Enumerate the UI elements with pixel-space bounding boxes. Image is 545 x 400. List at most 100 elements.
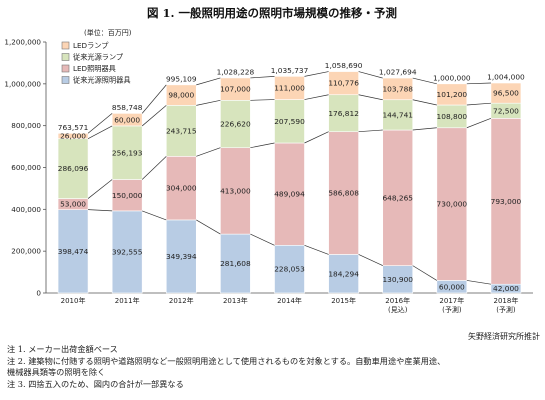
connector-line <box>196 99 221 106</box>
data-label: 256,193 <box>112 148 143 157</box>
connector-line <box>466 102 491 106</box>
legend-label: 従来光源ランプ <box>73 53 124 62</box>
x-tick-label: 2017年 <box>439 296 464 305</box>
connector-line <box>412 77 437 85</box>
data-label: 60,000 <box>114 115 140 124</box>
connector-line <box>250 99 275 101</box>
bar-segment <box>57 132 89 140</box>
bar-segment <box>436 127 468 281</box>
connector-line <box>88 209 113 212</box>
data-label: 108,800 <box>437 112 468 121</box>
data-label: 281,608 <box>220 259 251 268</box>
connector-line <box>250 76 275 79</box>
x-tick-label: (予測) <box>442 305 462 314</box>
data-label: 586,808 <box>328 189 359 198</box>
data-label: 207,590 <box>274 117 305 126</box>
x-tick-label: (予測) <box>496 305 516 314</box>
data-label: 398,474 <box>58 247 89 256</box>
total-label: 1,058,690 <box>325 61 363 70</box>
bar-segment <box>328 94 359 133</box>
data-label: 176,812 <box>328 109 359 118</box>
connector-line <box>412 127 437 131</box>
x-tick-label: 2013年 <box>223 296 248 305</box>
bar-segment <box>111 210 143 294</box>
bar-segment <box>274 76 305 100</box>
y-tick-label: 400,000 <box>11 205 41 214</box>
connector-line <box>141 84 167 114</box>
bar-segment <box>111 113 143 127</box>
data-label: 130,900 <box>382 275 413 284</box>
connector-line <box>358 71 383 79</box>
bar-segment <box>111 179 143 212</box>
connector-lines <box>87 71 492 285</box>
x-tick-label: 2018年 <box>494 296 519 305</box>
legend-swatch <box>61 76 70 84</box>
data-label: 144,741 <box>382 110 413 119</box>
bar-segment <box>111 125 143 180</box>
data-label: 243,715 <box>166 126 197 135</box>
axes: 0 200,000 400,000 600,000 800,000 1,000,000 1,… <box>4 38 533 314</box>
data-label: 110,776 <box>328 79 359 88</box>
data-label: 304,000 <box>166 184 197 193</box>
connector-line <box>358 129 383 133</box>
bar-segment <box>274 244 305 294</box>
bar-segment <box>165 105 197 157</box>
bar-segment <box>382 265 414 294</box>
connector-line <box>412 99 437 106</box>
bar-segment <box>57 209 89 294</box>
total-label: 1,027,694 <box>379 68 417 77</box>
x-tick-label: 2010年 <box>61 296 86 305</box>
y-tick-label: 800,000 <box>11 121 41 130</box>
legend-swatch <box>61 41 70 50</box>
footnote: 注 1. メーカー出荷金額ベース <box>7 344 118 354</box>
bar-segment <box>220 100 251 149</box>
y-tick-label: 600,000 <box>11 163 41 172</box>
connector-line <box>141 156 167 180</box>
data-label: 107,000 <box>220 85 251 94</box>
connector-line <box>142 210 167 221</box>
x-tick-label: 2016年 <box>385 296 410 305</box>
bar-segment <box>328 254 359 294</box>
footnote: 注 2. 建築物に付随する照明や道路照明など一般照明用途として使用されるものを対… <box>7 355 446 366</box>
connector-line <box>466 280 491 285</box>
data-label: 42,000 <box>493 284 519 293</box>
data-label: 111,000 <box>274 84 305 93</box>
x-tick-label: 2015年 <box>331 296 356 305</box>
bar-segment <box>220 233 251 294</box>
x-tick-label: (見込) <box>388 305 408 314</box>
data-label: 793,000 <box>491 197 522 206</box>
data-label: 489,094 <box>274 190 305 199</box>
connector-line <box>304 131 329 144</box>
connector-line <box>87 125 113 140</box>
data-label: 53,000 <box>60 200 86 209</box>
legend-swatch <box>61 64 70 73</box>
y-tick-label: 0 <box>36 289 41 298</box>
bar-segment <box>328 131 359 255</box>
data-label: 648,265 <box>382 193 413 202</box>
bar-segment <box>274 99 305 144</box>
connector-line <box>87 179 113 199</box>
data-label: 96,500 <box>493 89 519 98</box>
footnotes: 注 1. メーカー出荷金額ベース 注 2. 建築物に付随する照明や道路照明など一… <box>7 344 542 390</box>
total-label: 1,028,228 <box>217 67 255 76</box>
x-tick-label: 2012年 <box>169 296 194 305</box>
y-tick-label: 200,000 <box>11 247 41 256</box>
connector-line <box>466 118 492 129</box>
source-credit: 矢野経済研究所推計 <box>468 331 540 341</box>
data-label: 349,394 <box>166 252 197 261</box>
connector-line <box>358 254 383 266</box>
data-label: 228,053 <box>274 265 305 274</box>
bar-segment <box>57 138 89 199</box>
legend-label: 従来光源照明器具 <box>73 76 131 85</box>
data-label: 101,200 <box>437 90 468 99</box>
bar-segment <box>220 77 251 101</box>
connector-line <box>87 113 113 134</box>
bar-segment <box>436 83 468 106</box>
data-label: 26,000 <box>60 132 86 141</box>
total-label: 858,748 <box>112 103 143 112</box>
footnote: 機械器具類等の照明を除く <box>7 367 106 378</box>
y-tick-label: 1,200,000 <box>4 38 41 47</box>
data-label: 413,000 <box>220 187 251 196</box>
y-tick-label: 1,000,000 <box>4 79 41 88</box>
bar-segment <box>220 147 251 235</box>
